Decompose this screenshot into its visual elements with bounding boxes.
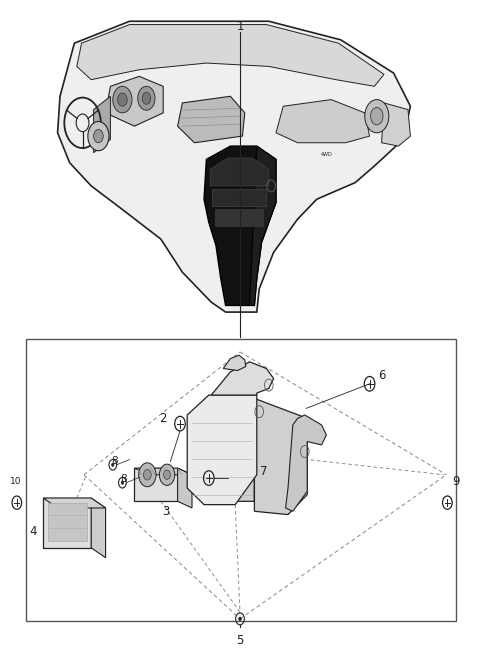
Polygon shape [94, 96, 110, 153]
Polygon shape [204, 146, 276, 305]
Circle shape [239, 617, 241, 621]
Polygon shape [190, 398, 254, 501]
Polygon shape [223, 355, 246, 371]
Circle shape [113, 86, 132, 113]
Circle shape [365, 100, 389, 133]
Polygon shape [212, 189, 266, 206]
Polygon shape [43, 498, 106, 508]
Circle shape [118, 93, 127, 106]
Text: 4WD: 4WD [321, 151, 332, 157]
Text: 10: 10 [10, 477, 21, 486]
Circle shape [112, 463, 114, 466]
Polygon shape [91, 498, 106, 558]
Text: 8: 8 [120, 474, 127, 485]
Circle shape [139, 463, 156, 487]
Polygon shape [134, 468, 192, 475]
Polygon shape [215, 209, 263, 226]
Text: 1: 1 [236, 20, 244, 33]
Text: 5: 5 [236, 634, 244, 647]
Circle shape [144, 469, 151, 480]
Circle shape [121, 481, 123, 484]
Polygon shape [276, 100, 370, 143]
Polygon shape [250, 146, 276, 305]
Circle shape [159, 464, 175, 485]
Polygon shape [134, 468, 178, 501]
Polygon shape [48, 503, 87, 541]
Circle shape [142, 92, 151, 104]
Polygon shape [286, 415, 326, 511]
Text: 8: 8 [111, 456, 118, 467]
Circle shape [164, 470, 170, 479]
Polygon shape [178, 96, 245, 143]
Text: 3: 3 [162, 505, 169, 518]
Polygon shape [211, 362, 274, 395]
Polygon shape [382, 103, 410, 146]
Bar [26, 339, 456, 621]
Text: 4: 4 [29, 525, 36, 538]
Polygon shape [178, 468, 192, 508]
Circle shape [88, 122, 109, 151]
Circle shape [371, 108, 383, 125]
Polygon shape [43, 498, 91, 548]
Circle shape [94, 129, 103, 143]
Polygon shape [235, 398, 307, 515]
Text: 7: 7 [260, 465, 268, 478]
Polygon shape [106, 76, 163, 126]
Text: 2: 2 [159, 412, 167, 425]
Circle shape [138, 86, 155, 110]
Polygon shape [77, 25, 384, 86]
Text: 9: 9 [452, 475, 460, 488]
Polygon shape [187, 395, 257, 505]
Polygon shape [210, 158, 269, 186]
Text: 6: 6 [378, 369, 385, 382]
Polygon shape [58, 21, 410, 312]
